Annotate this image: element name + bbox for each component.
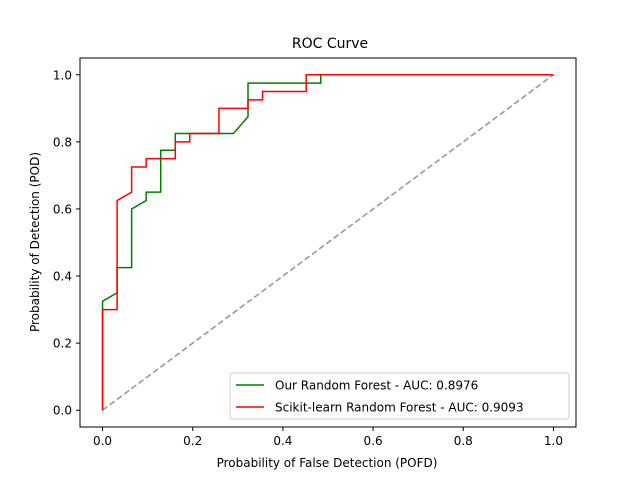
x-axis-label: Probability of False Detection (POFD)	[217, 456, 438, 470]
plot-frame	[79, 57, 577, 428]
x-tick-label: 0.8	[454, 434, 473, 448]
y-tick-label: 1.0	[53, 68, 72, 82]
x-tick-label: 0.0	[93, 434, 112, 448]
legend-label: Scikit-learn Random Forest - AUC: 0.9093	[275, 401, 524, 415]
chart-title: ROC Curve	[292, 36, 368, 52]
x-tick-label: 0.6	[364, 434, 383, 448]
series-line-1	[101, 74, 554, 411]
legend-label: Our Random Forest - AUC: 0.8976	[275, 379, 478, 393]
x-tick-label: 1.0	[544, 434, 563, 448]
y-axis-label: Probability of Detection (POD)	[28, 152, 42, 332]
x-tick-label: 0.2	[183, 434, 202, 448]
legend-box	[229, 372, 570, 420]
x-tick-label: 0.4	[273, 434, 292, 448]
y-tick-label: 0.4	[53, 270, 72, 284]
y-tick-label: 0.8	[53, 135, 72, 149]
y-tick-label: 0.6	[53, 202, 72, 216]
reference-diagonal-line	[102, 74, 554, 411]
y-tick-label: 0.0	[53, 404, 72, 418]
y-tick-label: 0.2	[53, 337, 72, 351]
